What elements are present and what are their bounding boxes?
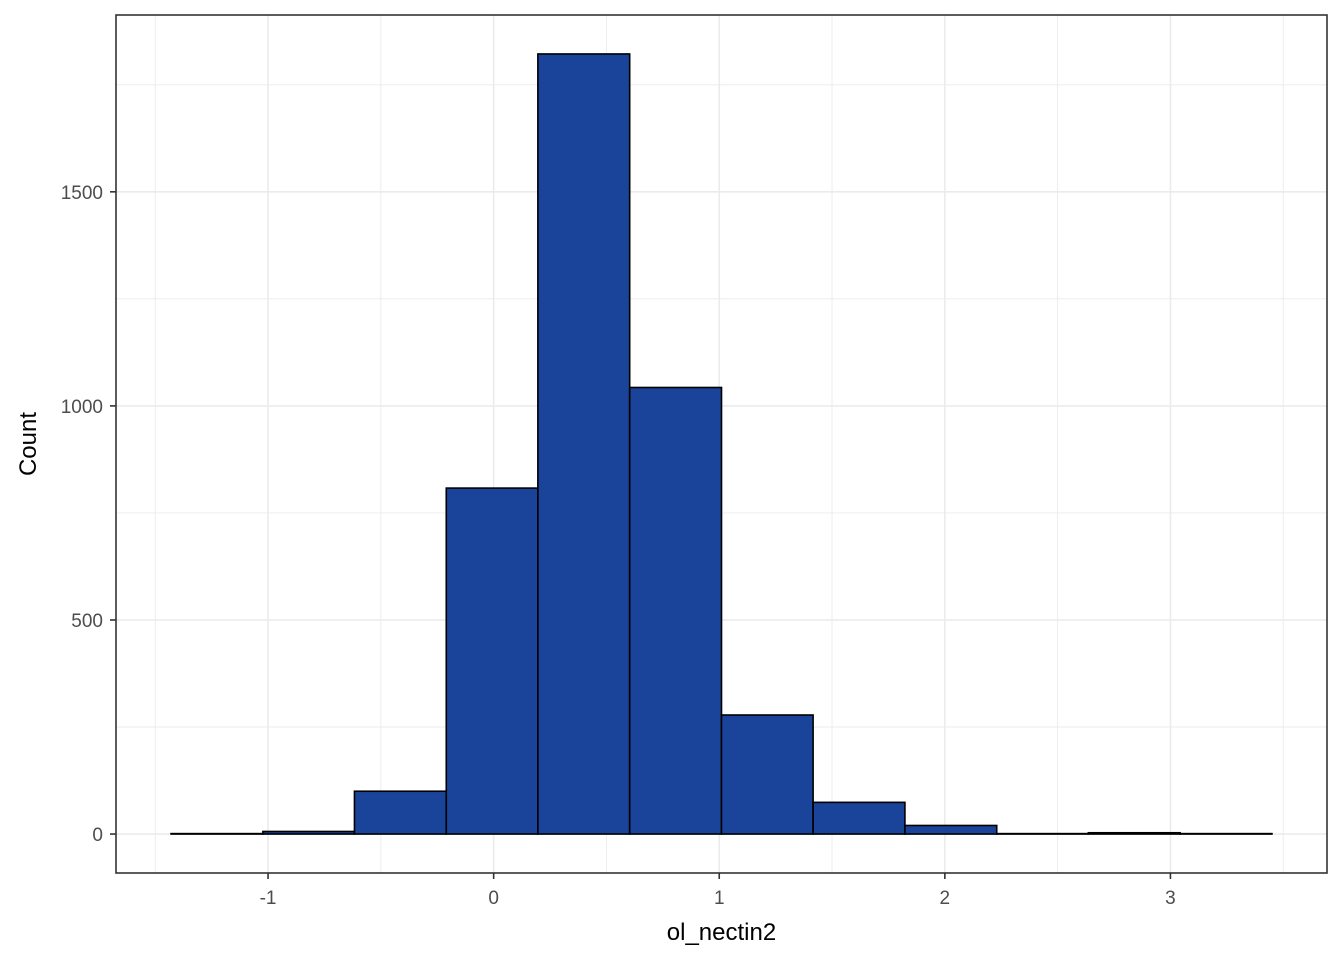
histogram-bar [1087, 831, 1181, 835]
y-axis: 0 500 1000 1500 [61, 183, 116, 846]
histogram-bar [720, 714, 814, 835]
x-tick-label: 1 [714, 888, 725, 909]
x-tick-label: 2 [940, 888, 951, 909]
y-axis-title: Count [15, 412, 42, 476]
histogram-bar [537, 53, 631, 835]
x-tick-label: 0 [488, 888, 499, 909]
x-tick-label: 3 [1165, 888, 1176, 909]
histogram-bar [353, 790, 448, 835]
panel-border [115, 14, 1328, 874]
x-tick-label: -1 [260, 888, 277, 909]
y-tick-label: 1500 [61, 183, 103, 204]
histogram-bar [445, 487, 539, 835]
histogram-bar [628, 386, 723, 835]
x-axis: -1 0 1 2 3 [260, 873, 1176, 909]
y-tick-label: 1000 [61, 397, 103, 418]
x-axis-title: ol_nectin2 [667, 919, 776, 946]
histogram-bar [262, 830, 356, 835]
histogram-bars [170, 53, 1273, 835]
histogram-bar [812, 801, 906, 835]
histogram-bar [904, 824, 998, 835]
y-tick-label: 500 [71, 611, 103, 632]
y-tick-label: 0 [92, 825, 103, 846]
